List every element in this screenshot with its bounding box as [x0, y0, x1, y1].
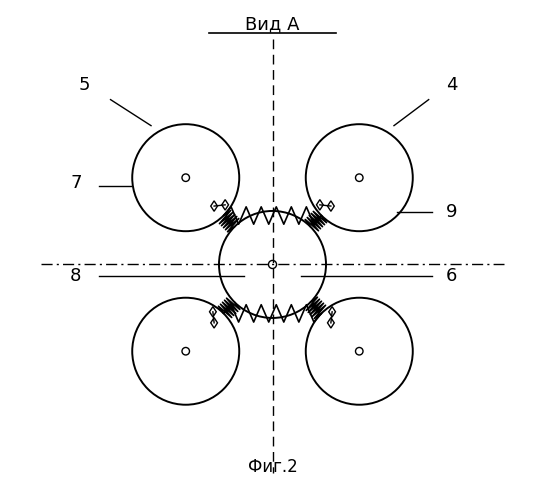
Text: 7: 7: [70, 174, 82, 192]
Text: 9: 9: [446, 204, 458, 222]
Text: Вид А: Вид А: [245, 15, 300, 33]
Text: 5: 5: [79, 76, 90, 94]
Text: Фиг.2: Фиг.2: [247, 458, 298, 476]
Text: 4: 4: [446, 76, 458, 94]
Text: 8: 8: [70, 267, 82, 285]
Text: 6: 6: [446, 267, 457, 285]
